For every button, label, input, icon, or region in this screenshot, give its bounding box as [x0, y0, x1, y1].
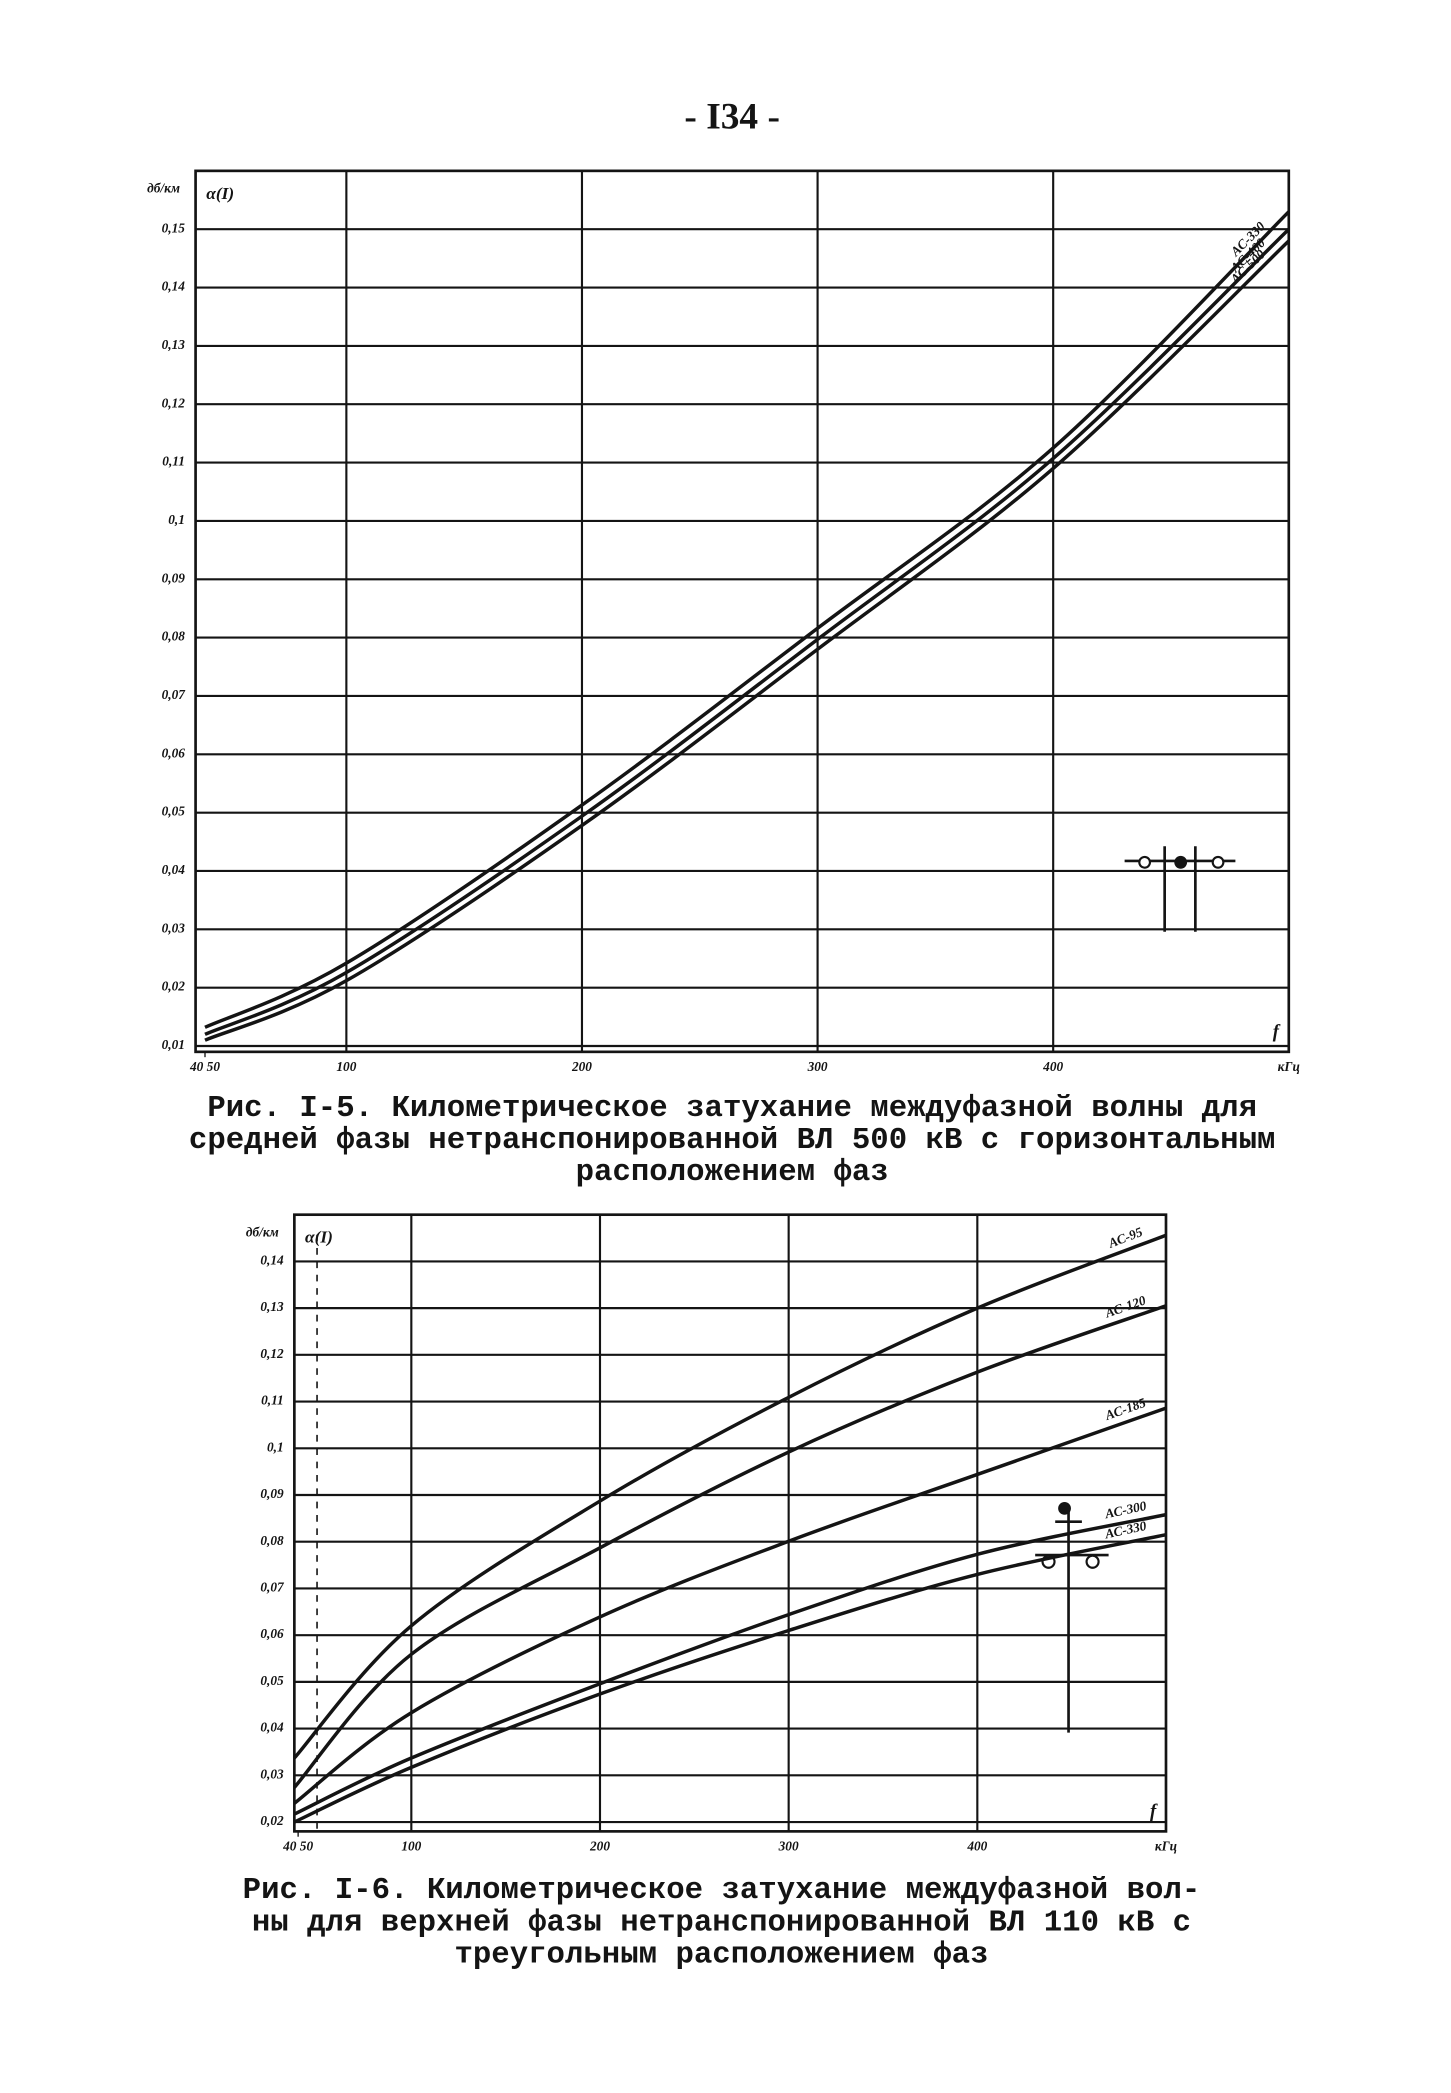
y-tick-label: 0,06 — [162, 745, 186, 760]
y-tick-label: 0,06 — [260, 1626, 284, 1641]
figure-caption: ны для верхней фазы нетранспонированной … — [252, 1905, 1191, 1940]
y-tick-label: 0,08 — [260, 1533, 284, 1548]
y-tick-label: 0,15 — [162, 220, 186, 235]
y-tick-label: 0,13 — [260, 1299, 284, 1314]
x-tick-label: 400 — [966, 1838, 987, 1853]
tower-icon — [1035, 1501, 1109, 1733]
series-line — [293, 1406, 1167, 1805]
plot-frame — [194, 169, 1291, 1054]
series-line — [204, 239, 1291, 1042]
y-tick-label: 0,13 — [162, 337, 186, 352]
series-line — [293, 1533, 1167, 1824]
y-tick-label: 0,07 — [260, 1580, 285, 1595]
y-tick-label: 0,03 — [162, 920, 186, 935]
figure-caption: Рис. I-5. Километрическое затухание межд… — [207, 1091, 1257, 1126]
y-tick-label: 0,04 — [260, 1720, 284, 1735]
figure-caption: Рис. I-6. Километрическое затухание межд… — [243, 1873, 1201, 1908]
y-tick-label: 0,1 — [168, 512, 185, 527]
y-tick-label: 0,01 — [162, 1037, 185, 1052]
x-tick-label: 100 — [401, 1838, 421, 1853]
series-line — [293, 1233, 1167, 1760]
y-tick-label: 0,02 — [162, 979, 186, 994]
x-axis-unit: кГц — [1278, 1059, 1300, 1074]
series-line — [293, 1512, 1167, 1816]
y-tick-label: 0,14 — [162, 279, 186, 294]
series-line — [204, 210, 1291, 1029]
figure-caption: расположением фаз — [576, 1155, 889, 1190]
x-tick-label: 200 — [589, 1838, 610, 1853]
y-axis-unit: дб/км — [246, 1224, 279, 1239]
y-tick-label: 0,09 — [162, 570, 186, 585]
x-tick-label: 200 — [571, 1059, 592, 1074]
x-tick-label: 40 50 — [189, 1059, 220, 1074]
tower-icon — [1124, 846, 1236, 932]
y-tick-label: 0,09 — [260, 1486, 284, 1501]
y-tick-label: 0,12 — [260, 1346, 284, 1361]
x-axis-unit: кГц — [1155, 1838, 1177, 1853]
y-tick-label: 0,11 — [162, 454, 185, 469]
y-axis-label: α(I) — [206, 184, 234, 203]
x-tick-label: 40 50 — [282, 1838, 313, 1853]
y-tick-label: 0,1 — [267, 1439, 284, 1454]
y-tick-label: 0,14 — [260, 1252, 284, 1267]
x-tick-label: 300 — [807, 1059, 828, 1074]
y-tick-label: 0,05 — [162, 804, 186, 819]
figure-caption: треугольным расположением фаз — [454, 1937, 988, 1972]
y-tick-label: 0,08 — [162, 629, 186, 644]
series-line — [204, 227, 1291, 1036]
y-tick-label: 0,07 — [162, 687, 187, 702]
y-tick-label: 0,04 — [162, 862, 186, 877]
y-tick-label: 0,12 — [162, 395, 186, 410]
x-axis-label: f — [1150, 1801, 1158, 1822]
x-tick-label: 100 — [336, 1059, 356, 1074]
figure-caption: средней фазы нетранспонированной ВЛ 500 … — [189, 1123, 1276, 1158]
y-tick-label: 0,03 — [260, 1766, 284, 1781]
y-tick-label: 0,05 — [260, 1673, 284, 1688]
y-axis-unit: дб/км — [147, 181, 180, 196]
y-tick-label: 0,11 — [261, 1393, 284, 1408]
x-tick-label: 400 — [1042, 1059, 1063, 1074]
series-line — [293, 1304, 1167, 1789]
plot-frame — [293, 1213, 1168, 1833]
y-axis-label: α(I) — [305, 1228, 333, 1247]
x-axis-label: f — [1273, 1021, 1281, 1042]
page-number: - I34 - — [684, 97, 779, 138]
y-tick-label: 0,02 — [260, 1813, 284, 1828]
x-tick-label: 300 — [778, 1838, 799, 1853]
